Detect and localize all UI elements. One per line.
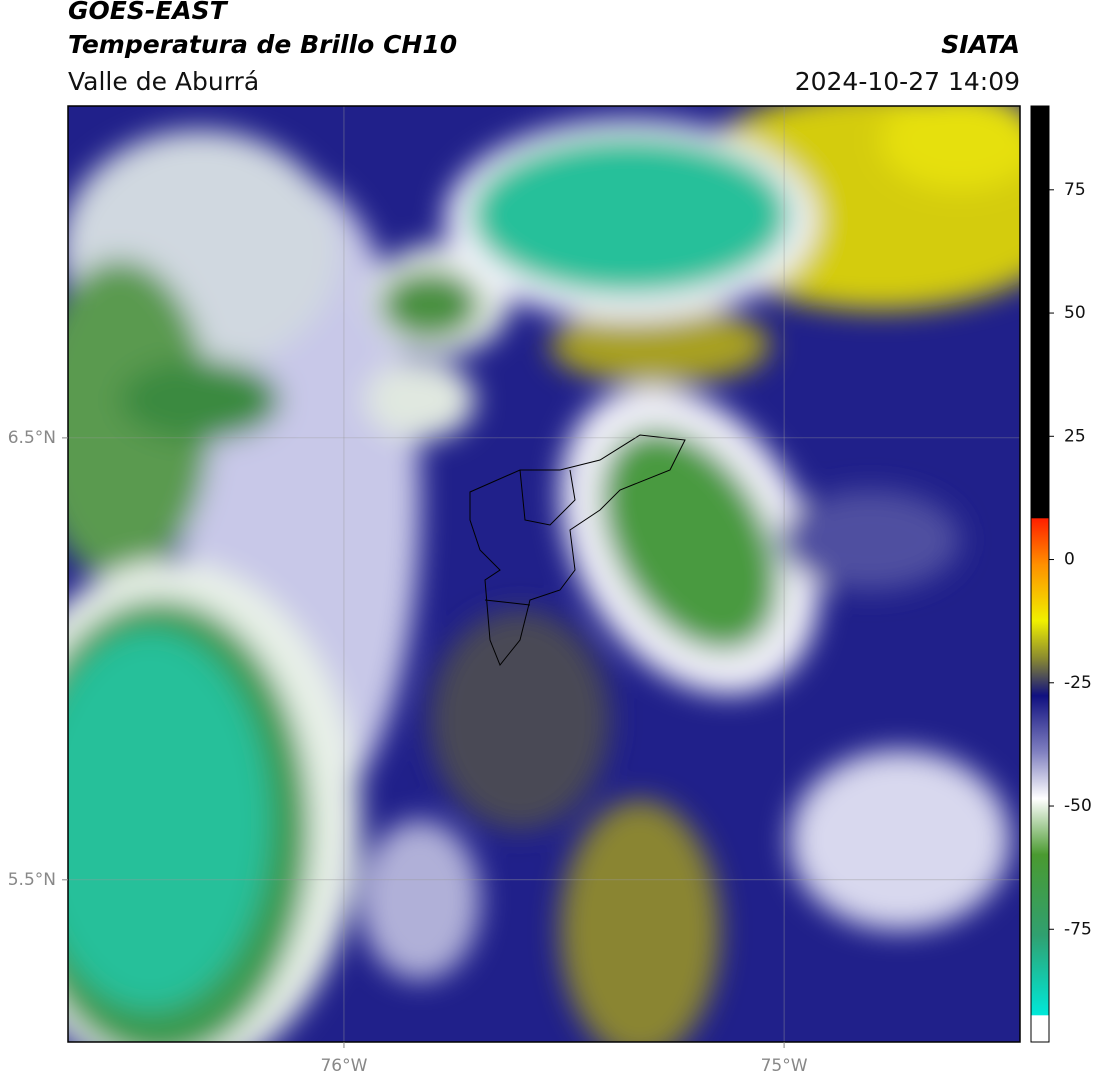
datetime: 2024-10-27 14:09 <box>795 67 1020 96</box>
x-tick-label: 75°W <box>761 1056 808 1076</box>
colorbar-tick-label: 25 <box>1064 426 1086 446</box>
satellite-title: GOES-EAST <box>68 0 229 25</box>
product-title: Temperatura de Brillo CH10 <box>68 30 457 59</box>
region: Valle de Aburrá <box>68 67 259 96</box>
colorbar-tick-label: 75 <box>1064 180 1086 200</box>
y-tick-label: 5.5°N <box>8 870 56 890</box>
grid <box>68 106 1020 1042</box>
y-tick-label: 6.5°N <box>8 428 56 448</box>
colorbar-tick-label: 0 <box>1064 550 1075 570</box>
satellite-image <box>68 106 1020 1042</box>
x-tick-label: 76°W <box>320 1056 367 1076</box>
colorbar <box>1030 105 1050 1043</box>
colorbar-tick-label: -50 <box>1064 796 1092 816</box>
colorbar-tick-label: 50 <box>1064 303 1086 323</box>
colorbar-tick-label: -25 <box>1064 673 1092 693</box>
map-frame <box>67 105 1021 1043</box>
colorbar-tick-label: -75 <box>1064 919 1092 939</box>
agency: SIATA <box>941 30 1020 59</box>
